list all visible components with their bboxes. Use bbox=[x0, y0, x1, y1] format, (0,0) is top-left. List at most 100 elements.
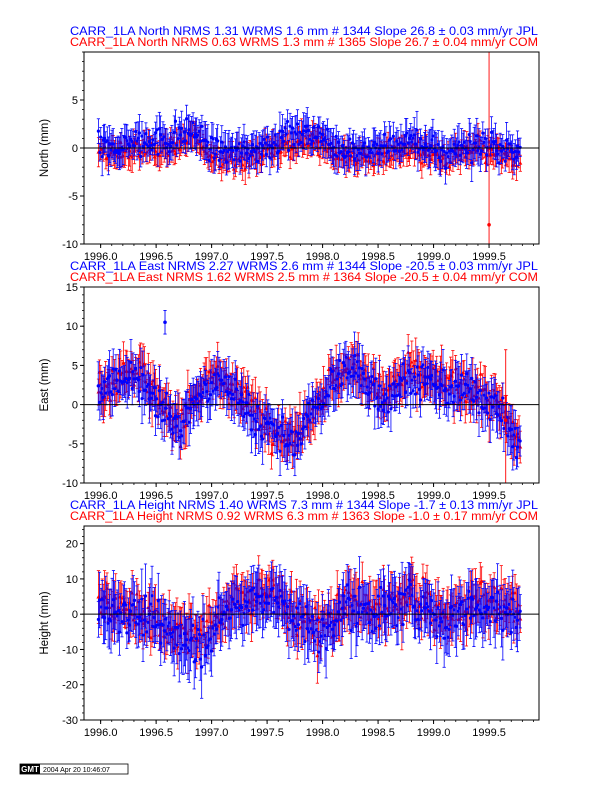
plot-area-east bbox=[96, 310, 523, 483]
data-point bbox=[141, 130, 145, 163]
marker-circle bbox=[511, 150, 515, 154]
marker-circle bbox=[412, 133, 416, 137]
marker-circle bbox=[262, 137, 266, 141]
outlier-point bbox=[487, 52, 491, 244]
marker-circle bbox=[173, 119, 178, 123]
marker-circle bbox=[361, 144, 365, 148]
data-point bbox=[221, 142, 225, 163]
data-point bbox=[416, 132, 420, 172]
data-point bbox=[420, 134, 424, 159]
data-point bbox=[216, 124, 220, 158]
y-tick-label: -5 bbox=[68, 191, 78, 203]
marker-circle bbox=[499, 149, 504, 153]
marker-circle bbox=[241, 144, 245, 148]
data-point bbox=[285, 109, 290, 134]
marker-circle bbox=[407, 136, 412, 141]
marker-circle bbox=[190, 132, 194, 136]
data-point bbox=[163, 128, 168, 159]
marker-circle bbox=[411, 136, 415, 140]
marker-circle bbox=[130, 139, 134, 143]
data-point bbox=[466, 140, 470, 165]
marker-circle bbox=[254, 145, 258, 149]
data-point bbox=[334, 124, 338, 148]
data-point bbox=[196, 124, 200, 146]
marker-circle bbox=[442, 149, 446, 153]
data-point bbox=[173, 109, 178, 133]
marker-circle bbox=[420, 145, 424, 149]
marker-circle bbox=[369, 147, 373, 152]
marker-circle bbox=[324, 140, 328, 144]
marker-circle bbox=[237, 142, 241, 146]
x-tick-label: 1996.0 bbox=[84, 251, 118, 263]
data-point bbox=[462, 130, 466, 155]
marker-circle bbox=[335, 154, 339, 158]
plot-area-north bbox=[96, 52, 523, 244]
data-point bbox=[142, 132, 147, 154]
marker-triangle bbox=[321, 385, 326, 390]
marker-circle bbox=[295, 122, 300, 126]
marker-circle bbox=[310, 139, 314, 143]
marker-circle bbox=[116, 149, 120, 153]
marker-circle bbox=[356, 147, 360, 152]
marker-circle bbox=[413, 142, 418, 146]
x-tick-label: 1997.5 bbox=[250, 251, 284, 263]
data-point bbox=[278, 111, 282, 151]
data-point bbox=[191, 112, 195, 134]
marker-circle bbox=[495, 152, 500, 156]
marker-circle bbox=[152, 143, 156, 147]
marker-circle bbox=[298, 130, 302, 134]
marker-circle bbox=[405, 131, 409, 135]
marker-circle bbox=[301, 129, 306, 133]
marker-circle bbox=[473, 141, 477, 145]
data-point bbox=[132, 135, 137, 156]
marker-circle bbox=[216, 139, 220, 143]
marker-circle bbox=[96, 129, 100, 133]
marker-circle bbox=[352, 157, 357, 161]
data-point bbox=[391, 121, 395, 151]
data-point bbox=[431, 118, 435, 154]
marker-circle bbox=[166, 142, 170, 146]
data-point bbox=[421, 139, 425, 160]
marker-circle bbox=[292, 142, 296, 147]
data-point bbox=[198, 122, 202, 161]
marker-circle bbox=[382, 132, 387, 136]
data-point bbox=[468, 122, 472, 161]
x-tick-label: 1996.5 bbox=[139, 251, 173, 263]
marker-circle bbox=[187, 128, 191, 132]
marker-circle bbox=[137, 131, 142, 135]
marker-circle bbox=[348, 137, 352, 141]
marker-circle bbox=[435, 149, 439, 153]
marker-circle bbox=[319, 139, 323, 143]
data-point bbox=[96, 118, 100, 144]
marker-circle bbox=[325, 127, 330, 131]
marker-circle bbox=[501, 144, 505, 149]
marker-circle bbox=[359, 151, 363, 155]
marker-circle bbox=[183, 139, 188, 143]
marker-circle bbox=[306, 128, 311, 133]
data-point bbox=[359, 140, 363, 167]
data-point bbox=[295, 109, 300, 139]
marker-circle bbox=[247, 156, 251, 161]
marker-circle bbox=[339, 150, 343, 154]
marker-circle bbox=[456, 143, 460, 147]
data-point bbox=[137, 114, 142, 152]
y-tick-label: 0 bbox=[72, 143, 78, 155]
marker-circle bbox=[402, 142, 406, 146]
data-point bbox=[156, 142, 160, 167]
marker-circle bbox=[492, 142, 496, 146]
marker-circle bbox=[163, 141, 168, 145]
marker-circle bbox=[471, 147, 475, 152]
data-point bbox=[148, 135, 153, 155]
data-point bbox=[336, 131, 341, 154]
marker-triangle bbox=[231, 167, 236, 171]
data-point bbox=[180, 110, 184, 146]
marker-circle bbox=[274, 143, 278, 147]
marker-circle bbox=[418, 137, 423, 141]
marker-circle bbox=[482, 140, 486, 144]
marker-circle bbox=[268, 156, 272, 160]
data-point bbox=[423, 124, 427, 163]
marker-circle bbox=[349, 154, 353, 158]
marker-circle bbox=[346, 150, 351, 154]
marker-triangle bbox=[279, 149, 284, 154]
marker-circle bbox=[362, 141, 367, 145]
